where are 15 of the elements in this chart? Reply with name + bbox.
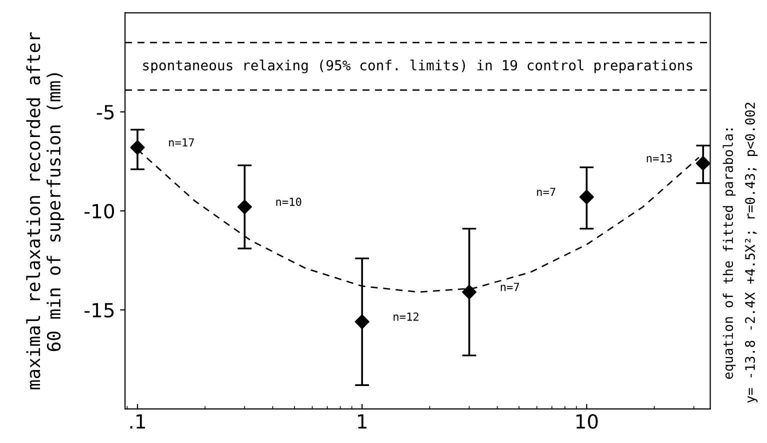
y-tick-label: -15 [84, 303, 114, 318]
text: equation of the fitted parabola: y= -13.8 -2.4X +4.5X²; r=0.43; p<0.002 [722, 102, 758, 403]
y-tick-label: -5 [96, 105, 114, 120]
x-tick-label: 1 [358, 414, 366, 429]
x-tick-label: 10 [576, 414, 598, 429]
annotation: n=13 [646, 154, 672, 162]
y-tick-label: -10 [84, 204, 114, 219]
annotation: n=7 [500, 282, 520, 291]
annotation: n=12 [394, 312, 418, 321]
annotation: n=17 [169, 138, 194, 146]
annotation: n=10 [276, 198, 302, 206]
x-tick-label: .1 [130, 414, 145, 429]
y-axis-title: maximal relaxation recorded after 60 min of superfusion (mm) [26, 32, 64, 390]
ref-line-label: spontaneous relaxing (95% conf. limits) in 19 control preparations [143, 60, 692, 74]
annotation: n=7 [537, 188, 556, 196]
